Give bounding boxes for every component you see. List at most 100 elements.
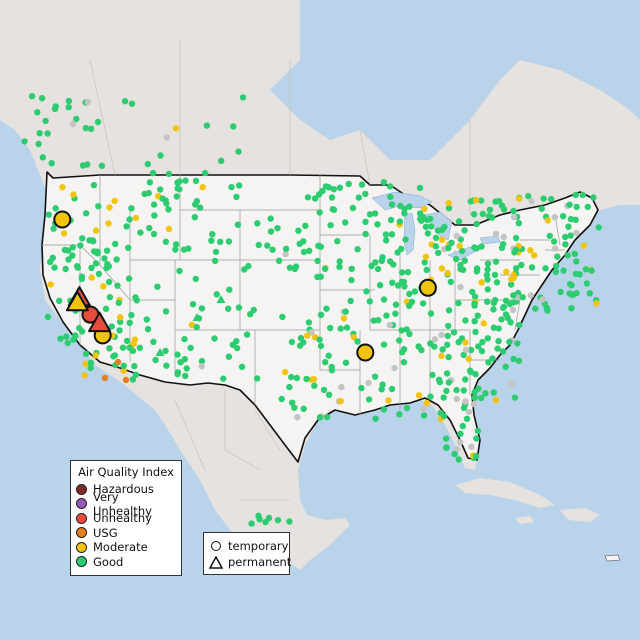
monitor-dot xyxy=(105,220,112,227)
monitor-dot xyxy=(235,304,243,311)
legend-item-good: Good xyxy=(71,555,181,570)
monitor-dot xyxy=(485,359,492,366)
swatch-moderate xyxy=(76,541,87,553)
monitor-dot xyxy=(44,130,51,137)
monitor-dot xyxy=(422,223,430,230)
temporary-site-marker[interactable] xyxy=(356,343,375,362)
monitor-dot xyxy=(163,134,170,141)
monitor-dot xyxy=(278,395,285,403)
monitor-dot xyxy=(514,340,521,347)
monitor-dot xyxy=(443,387,450,395)
monitor-dot xyxy=(86,237,93,244)
monitor-dot xyxy=(94,250,101,257)
monitor-dot xyxy=(225,353,233,360)
monitor-dot xyxy=(544,217,551,224)
monitor-dot xyxy=(474,266,481,273)
monitor-dot xyxy=(56,297,63,304)
monitor-dot xyxy=(473,220,480,228)
monitor-dot xyxy=(438,331,445,339)
monitor-dot xyxy=(115,299,123,307)
monitor-dot xyxy=(106,294,114,301)
monitor-dot xyxy=(151,212,158,219)
legend-item-temporary: temporary xyxy=(204,538,289,554)
monitor-dot xyxy=(406,330,413,338)
monitor-triangle xyxy=(216,295,226,303)
monitor-dot xyxy=(388,201,396,208)
monitor-dot xyxy=(543,304,550,312)
monitor-dot xyxy=(420,412,428,419)
monitor-dot xyxy=(349,204,357,212)
monitor-dot xyxy=(157,186,164,193)
monitor-dot xyxy=(126,319,133,326)
monitor-dot xyxy=(567,215,575,223)
monitor-dot xyxy=(38,95,46,102)
monitor-dot xyxy=(445,307,453,314)
monitor-dot xyxy=(131,362,138,370)
monitor-dot xyxy=(507,380,514,388)
lake-superior xyxy=(371,191,433,211)
monitor-dot xyxy=(64,339,72,347)
monitor-dot xyxy=(461,257,468,264)
monitor-dot xyxy=(510,272,517,279)
monitor-dot xyxy=(453,446,461,453)
monitor-dot xyxy=(510,292,517,299)
monitor-dot xyxy=(211,257,219,265)
monitor-dot xyxy=(172,246,179,253)
monitor-dot xyxy=(551,245,559,252)
monitor-dot xyxy=(250,306,257,314)
monitor-dot xyxy=(510,213,518,221)
monitor-dot xyxy=(123,223,130,230)
monitor-dot xyxy=(102,305,110,312)
permanent-site-marker[interactable] xyxy=(88,311,112,333)
monitor-dot xyxy=(440,412,448,420)
monitor-dot xyxy=(511,394,519,401)
monitor-dot xyxy=(420,405,427,412)
monitor-dot xyxy=(286,518,293,525)
cuba-island xyxy=(455,478,555,508)
temporary-site-marker[interactable] xyxy=(418,278,437,297)
monitor-dot xyxy=(116,327,123,334)
temporary-site-marker[interactable] xyxy=(53,210,72,229)
monitor-dot xyxy=(145,189,152,197)
monitor-dot xyxy=(392,301,400,308)
monitor-dot xyxy=(202,169,209,177)
permanent-site-marker[interactable] xyxy=(65,290,89,312)
monitor-dot xyxy=(380,341,388,348)
monitor-dot xyxy=(193,197,201,205)
monitor-dot xyxy=(81,372,88,379)
monitor-dot xyxy=(165,206,172,213)
monitor-dot xyxy=(143,316,150,323)
monitor-dot xyxy=(482,390,489,397)
legend-item-moderate: Moderate xyxy=(71,540,181,555)
monitor-dot xyxy=(165,225,173,233)
monitor-dot xyxy=(518,261,525,269)
monitor-dot xyxy=(455,299,462,307)
monitor-dot xyxy=(418,346,425,354)
monitor-dot xyxy=(419,300,427,307)
monitor-dot xyxy=(445,379,452,386)
monitor-dot xyxy=(317,342,325,350)
monitor-dot xyxy=(391,364,398,372)
legend-label: Hazardous xyxy=(93,482,154,497)
monitor-dot xyxy=(469,288,476,296)
monitor-dot xyxy=(131,336,139,343)
monitor-dot xyxy=(46,258,54,266)
monitor-dot xyxy=(226,286,233,293)
monitor-dot xyxy=(421,205,428,212)
monitor-dot xyxy=(305,319,313,326)
monitor-triangle xyxy=(155,348,165,356)
monitor-dot xyxy=(462,398,469,405)
monitor-dot xyxy=(274,225,281,232)
monitor-dot xyxy=(389,279,396,286)
legend-item-usg: USG xyxy=(71,526,181,541)
monitor-dot xyxy=(348,276,355,284)
monitor-dot xyxy=(34,109,41,116)
monitor-dot xyxy=(162,347,169,355)
monitor-dot xyxy=(450,329,458,336)
monitor-dot xyxy=(475,343,482,350)
monitor-dot xyxy=(472,197,480,204)
monitor-markers xyxy=(21,93,602,550)
monitor-dot xyxy=(479,338,486,346)
monitor-dot xyxy=(176,186,183,193)
monitor-dot xyxy=(372,415,379,422)
